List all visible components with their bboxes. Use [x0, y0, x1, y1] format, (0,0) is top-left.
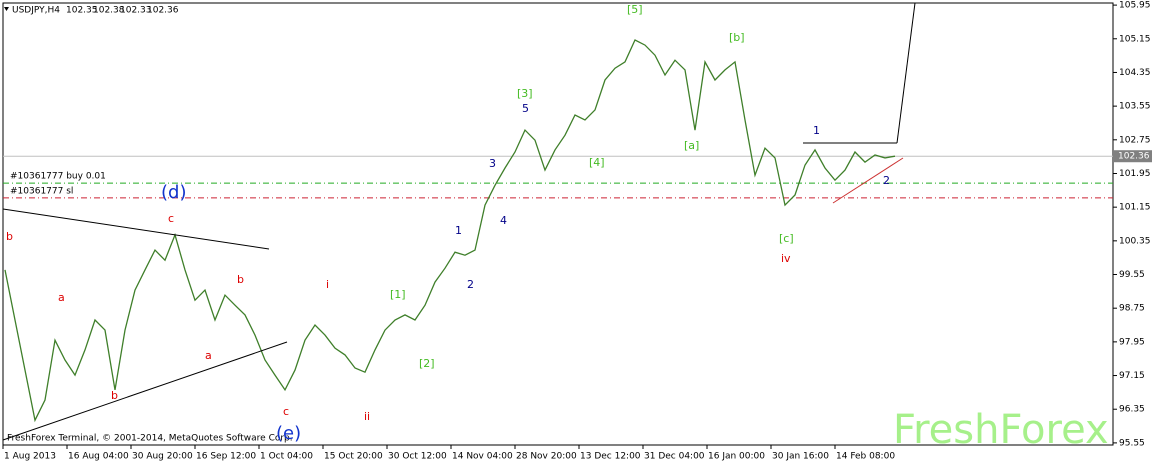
y-tick-label: 99.55: [1119, 270, 1145, 280]
plot-frame: [2, 2, 1114, 446]
x-tick-label: 13 Dec 12:00: [580, 452, 641, 462]
y-tick-label: 105.95: [1119, 1, 1151, 11]
wave-label: b: [6, 230, 13, 243]
x-tick-label: 30 Aug 20:00: [132, 452, 193, 462]
y-tick-label: 97.15: [1119, 371, 1145, 381]
trend-line: [2, 208, 270, 250]
wave-label: [4]: [589, 156, 605, 169]
wave-label: [c]: [779, 232, 794, 245]
price-tag: [1114, 150, 1152, 163]
wave-label: (e): [276, 423, 301, 444]
wave-label: a: [58, 291, 65, 304]
y-tick-label: 103.55: [1119, 102, 1151, 112]
close: 102.36: [147, 6, 179, 16]
x-tick-label: 16 Sep 12:00: [196, 452, 256, 462]
order-label: #10361777 buy 0.01: [10, 172, 106, 182]
x-tick-label: 14 Feb 08:00: [836, 452, 895, 462]
wave-label: [2]: [419, 357, 435, 370]
wave-label: [a]: [684, 139, 699, 152]
wave-label: a: [205, 349, 212, 362]
x-tick-label: 14 Nov 04:00: [452, 452, 513, 462]
order-label: #10361777 sl: [10, 186, 73, 196]
y-tick-label: 101.95: [1119, 169, 1151, 179]
wave-label: c: [168, 212, 174, 225]
wave-label: 4: [500, 214, 507, 227]
y-tick-label: 101.15: [1119, 203, 1151, 213]
wave-label: (d): [161, 182, 186, 203]
copyright: FreshForex Terminal, © 2001-2014, MetaQu…: [7, 434, 293, 444]
trend-line: [832, 157, 904, 204]
wave-label: i: [326, 278, 329, 291]
trend-line: [2, 341, 288, 441]
wave-label: b: [111, 389, 118, 402]
trend-line: [896, 2, 916, 144]
y-tick-label: 98.75: [1119, 304, 1145, 314]
y-tick-label: 102.75: [1119, 135, 1151, 145]
wave-label: 1: [813, 124, 820, 137]
open: 102.35: [66, 6, 98, 16]
wave-label: [1]: [390, 288, 406, 301]
y-tick-label: 100.35: [1119, 236, 1151, 246]
x-tick-label: 28 Nov 20:00: [516, 452, 577, 462]
price-line: [4, 39, 896, 423]
wave-label: [b]: [729, 31, 745, 44]
x-tick-label: 30 Oct 12:00: [388, 452, 447, 462]
wave-label: ii: [364, 410, 370, 423]
wave-label: 3: [489, 157, 496, 170]
y-tick-label: 97.95: [1119, 337, 1145, 347]
wave-label: [3]: [517, 87, 533, 100]
x-tick-label: 15 Oct 20:00: [324, 452, 383, 462]
wave-label: c: [283, 405, 289, 418]
wave-label: 1: [455, 224, 462, 237]
price-tag-label: 102.36: [1118, 152, 1150, 162]
x-tick-label: 31 Dec 04:00: [644, 452, 705, 462]
wave-label: 2: [467, 278, 474, 291]
y-tick-label: 95.55: [1119, 438, 1145, 448]
wave-label: [5]: [627, 3, 643, 16]
symbol: USDJPY,H4: [12, 6, 60, 16]
x-tick-label: 30 Jan 16:00: [772, 452, 829, 462]
x-tick-label: 16 Jan 00:00: [708, 452, 765, 462]
y-tick-label: 104.35: [1119, 68, 1151, 78]
wave-label: 5: [522, 102, 529, 115]
x-tick-label: 1 Aug 2013: [4, 452, 56, 462]
high: 102.38: [93, 6, 125, 16]
x-tick-label: 1 Oct 04:00: [260, 452, 313, 462]
y-tick-label: 96.35: [1119, 405, 1145, 415]
y-tick-label: 105.15: [1119, 34, 1151, 44]
low: 102.33: [120, 6, 152, 16]
watermark: FreshForex: [893, 407, 1109, 453]
x-tick-label: 16 Aug 04:00: [68, 452, 129, 462]
wave-label: b: [237, 273, 244, 286]
wave-label: 2: [883, 174, 890, 187]
wave-label: iv: [781, 252, 791, 265]
collapse-icon: [4, 7, 9, 11]
